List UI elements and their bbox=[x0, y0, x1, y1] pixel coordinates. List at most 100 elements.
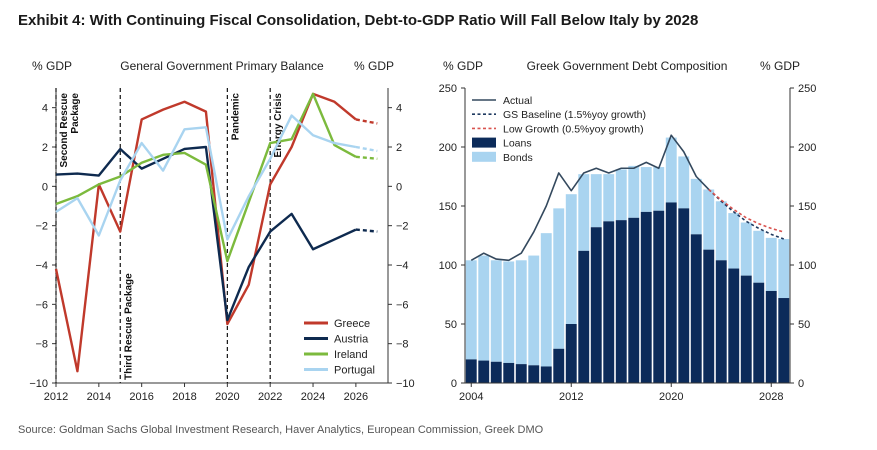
bar-loans bbox=[478, 360, 490, 383]
event-label: Energy Crisis bbox=[273, 93, 284, 158]
bar-bonds bbox=[778, 239, 790, 299]
series-forecast-austria bbox=[355, 228, 378, 233]
bar-bonds bbox=[465, 260, 477, 360]
left-chart-ytick-label-left: 0 bbox=[42, 181, 48, 193]
bar-loans bbox=[553, 348, 565, 383]
event-label: Third Rescue Package bbox=[123, 273, 134, 380]
left-chart-xtick-label: 2026 bbox=[344, 391, 368, 403]
left-chart-title: General Government Primary Balance bbox=[120, 59, 324, 73]
bar-bonds bbox=[728, 213, 740, 269]
right-chart-xtick-label: 2028 bbox=[759, 391, 783, 403]
left-chart-ytick-label-right: −2 bbox=[396, 221, 409, 233]
bar-bonds bbox=[678, 156, 690, 209]
bar-bonds bbox=[653, 167, 665, 211]
right-chart-ylabel-right: % GDP bbox=[760, 59, 800, 73]
left-chart-ytick-label-right: 0 bbox=[396, 181, 402, 193]
bar-bonds bbox=[628, 165, 640, 218]
left-chart-ytick-label-left: −2 bbox=[35, 221, 48, 233]
bar-loans bbox=[540, 366, 552, 383]
left-chart-ytick-label-right: 2 bbox=[396, 142, 402, 154]
bar-loans bbox=[615, 220, 627, 383]
series-line-portugal bbox=[55, 114, 357, 241]
left-chart-ytick-label-left: 4 bbox=[42, 103, 48, 115]
bar-bonds bbox=[503, 261, 515, 363]
left-chart-xtick-label: 2014 bbox=[87, 391, 111, 403]
left-chart-ytick-label-left: −6 bbox=[35, 299, 48, 311]
event-label: Second RescuePackage bbox=[59, 93, 81, 168]
series-line-austria bbox=[55, 145, 357, 322]
bar-loans bbox=[603, 221, 615, 383]
bar-loans bbox=[753, 282, 765, 383]
series-forecast-ireland bbox=[355, 155, 378, 160]
right-chart-ytick-label-left: 0 bbox=[451, 378, 457, 390]
bar-bonds bbox=[703, 189, 715, 250]
bar-bonds bbox=[590, 174, 602, 228]
right-chart-xtick-label: 2020 bbox=[659, 391, 683, 403]
bar-loans bbox=[628, 217, 640, 383]
bar-bonds bbox=[640, 167, 652, 212]
bar-bonds bbox=[540, 233, 552, 367]
left-chart-xtick-label: 2022 bbox=[258, 391, 282, 403]
bar-loans bbox=[578, 250, 590, 383]
debt-legend-label-loans: Loans bbox=[503, 138, 532, 150]
bar-loans bbox=[490, 361, 502, 383]
bar-bonds bbox=[753, 230, 765, 283]
right-chart-ytick-label-right: 50 bbox=[798, 319, 810, 331]
right-chart-ytick-label-left: 50 bbox=[445, 319, 457, 331]
debt-legend-label-bonds: Bonds bbox=[503, 152, 533, 164]
right-chart-ytick-label-right: 0 bbox=[798, 378, 804, 390]
left-chart-xtick-label: 2018 bbox=[172, 391, 196, 403]
series-forecast-greece bbox=[355, 118, 378, 125]
bar-loans bbox=[565, 324, 577, 383]
legend-label-ireland: Ireland bbox=[334, 349, 368, 361]
bar-loans bbox=[703, 249, 715, 383]
bar-bonds bbox=[515, 260, 527, 365]
left-chart-ylabel-left: % GDP bbox=[32, 59, 72, 73]
left-chart-ytick-label-right: −6 bbox=[396, 299, 409, 311]
debt-legend-label-low: Low Growth (0.5%yoy growth) bbox=[503, 123, 644, 135]
right-chart-ytick-label-left: 100 bbox=[439, 260, 457, 272]
bar-loans bbox=[740, 275, 752, 383]
bar-loans bbox=[678, 208, 690, 383]
bar-bonds bbox=[715, 201, 727, 261]
left-chart-xtick-label: 2020 bbox=[215, 391, 239, 403]
event-label: Pandemic bbox=[230, 93, 241, 141]
bar-bonds bbox=[553, 208, 565, 349]
bar-bonds bbox=[603, 174, 615, 222]
bar-bonds bbox=[690, 178, 702, 235]
bar-loans bbox=[690, 234, 702, 383]
right-chart-ytick-label-left: 250 bbox=[439, 83, 457, 95]
left-chart-ytick-label-left: −10 bbox=[29, 378, 48, 390]
left-chart-ytick-label-right: −8 bbox=[396, 339, 409, 351]
bar-bonds bbox=[615, 169, 627, 221]
left-chart-ytick-label-right: 4 bbox=[396, 103, 402, 115]
debt-line-actual bbox=[470, 134, 710, 262]
series-line-ireland bbox=[55, 92, 357, 263]
right-chart-ytick-label-right: 100 bbox=[798, 260, 816, 272]
right-chart-ytick-label-right: 200 bbox=[798, 142, 816, 154]
bar-bonds bbox=[740, 222, 752, 276]
bar-loans bbox=[503, 362, 515, 383]
right-chart-ytick-label-right: 150 bbox=[798, 201, 816, 213]
series-forecast-portugal bbox=[355, 145, 378, 153]
debt-legend-swatch-bonds bbox=[472, 151, 496, 162]
bar-loans bbox=[465, 359, 477, 383]
legend-label-greece: Greece bbox=[334, 318, 370, 330]
left-chart-ytick-label-left: −4 bbox=[35, 260, 48, 272]
source-note: Source: Goldman Sachs Global Investment … bbox=[18, 424, 544, 436]
right-chart-xtick-label: 2012 bbox=[559, 391, 583, 403]
left-chart-ylabel-right: % GDP bbox=[354, 59, 394, 73]
bar-loans bbox=[515, 364, 527, 383]
right-chart-title: Greek Government Debt Composition bbox=[527, 59, 728, 73]
bar-loans bbox=[728, 268, 740, 383]
left-chart-ytick-label-right: −4 bbox=[396, 260, 409, 272]
exhibit-title: Exhibit 4: With Continuing Fiscal Consol… bbox=[18, 12, 699, 29]
left-chart-xtick-label: 2024 bbox=[301, 391, 325, 403]
bar-loans bbox=[778, 298, 790, 383]
right-chart-xtick-label: 2004 bbox=[459, 391, 483, 403]
bar-loans bbox=[715, 260, 727, 383]
left-chart-ytick-label-right: −10 bbox=[396, 378, 415, 390]
bar-bonds bbox=[528, 255, 540, 366]
bar-loans bbox=[653, 210, 665, 383]
legend-label-portugal: Portugal bbox=[334, 365, 375, 377]
